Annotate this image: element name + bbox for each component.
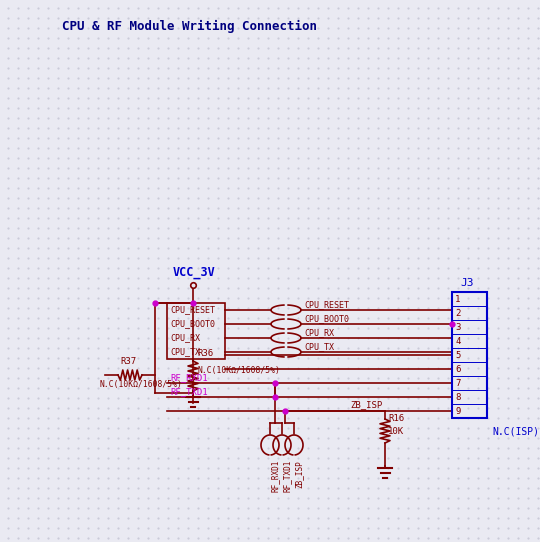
Text: N.C(ISP): N.C(ISP) [492, 426, 539, 436]
Text: 10K: 10K [388, 427, 404, 436]
Text: CPU_TX: CPU_TX [170, 347, 200, 357]
Text: 4: 4 [455, 337, 461, 345]
Text: CPU_BOOT0: CPU_BOOT0 [304, 314, 349, 323]
Text: ZB_ISP: ZB_ISP [295, 460, 304, 488]
Text: R16: R16 [388, 414, 404, 423]
Text: 2: 2 [455, 308, 461, 318]
Text: N.C(10KΩ/1608/5%): N.C(10KΩ/1608/5%) [197, 366, 280, 375]
Text: 1: 1 [455, 294, 461, 304]
Text: 7: 7 [455, 378, 461, 388]
Text: RF_TXD1: RF_TXD1 [283, 460, 292, 492]
Text: 9: 9 [455, 406, 461, 416]
Text: J3: J3 [460, 278, 474, 288]
Bar [452, 292, 487, 418]
Text: RF_TXD1: RF_TXD1 [170, 387, 207, 396]
Text: 8: 8 [455, 392, 461, 402]
Text: CPU_BOOT0: CPU_BOOT0 [170, 319, 215, 328]
Text: R37: R37 [120, 357, 136, 366]
Text: CPU_RESET: CPU_RESET [304, 300, 349, 309]
Text: R36: R36 [197, 349, 213, 358]
Text: N.C(10KΩ/1608/5%): N.C(10KΩ/1608/5%) [100, 380, 183, 389]
Text: RF_RXD1: RF_RXD1 [271, 460, 280, 492]
Text: ZB_ISP: ZB_ISP [350, 400, 382, 409]
Text: CPU_RESET: CPU_RESET [170, 306, 215, 314]
Text: 5: 5 [455, 351, 461, 359]
Text: 6: 6 [455, 365, 461, 373]
Bar [167, 303, 225, 359]
Text: CPU_RX: CPU_RX [304, 328, 334, 337]
Text: RF_RXD1: RF_RXD1 [170, 373, 207, 382]
Text: CPU_RX: CPU_RX [170, 333, 200, 343]
Text: VCC_3V: VCC_3V [173, 266, 216, 279]
Text: CPU_TX: CPU_TX [304, 342, 334, 351]
Text: 3: 3 [455, 322, 461, 332]
Text: CPU & RF Module Writing Connection: CPU & RF Module Writing Connection [62, 20, 317, 33]
